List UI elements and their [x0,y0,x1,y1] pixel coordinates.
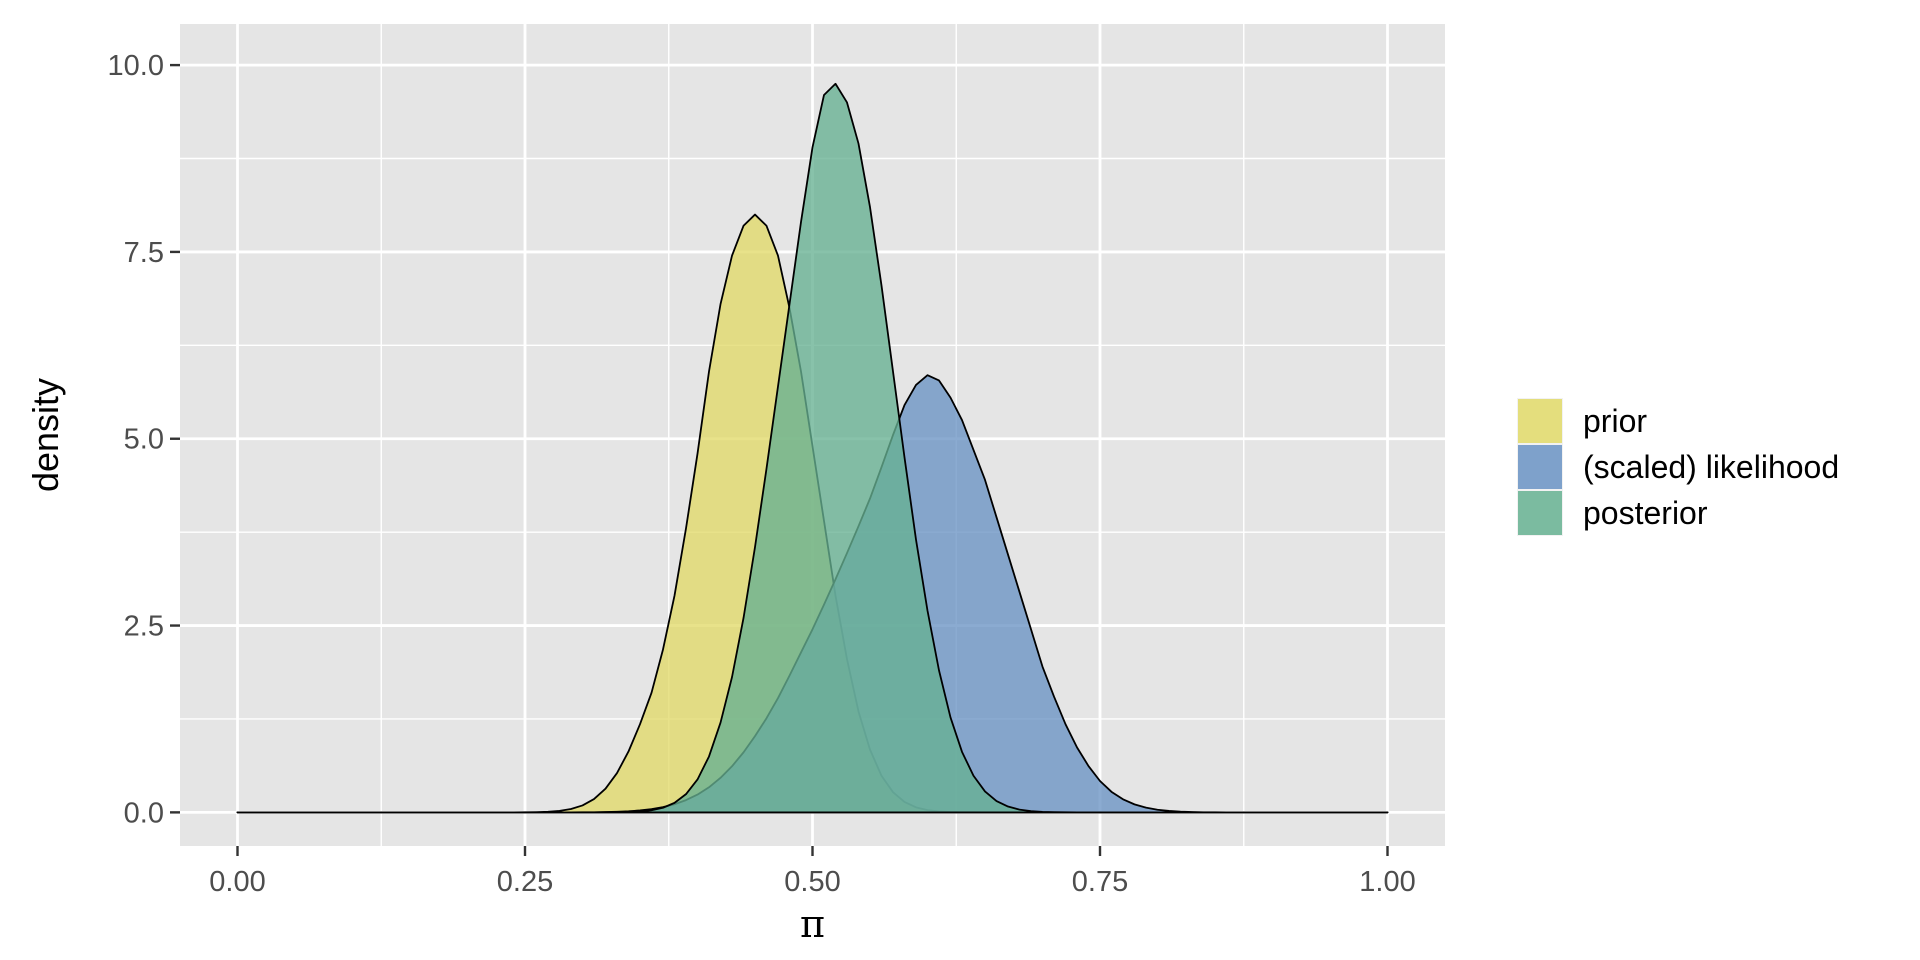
y-tick-label: 2.5 [124,611,164,643]
legend-label-prior: prior [1583,403,1647,439]
y-tick-label: 7.5 [124,237,164,269]
legend-key-posterior [1518,491,1562,535]
x-tick-label: 0.75 [1072,866,1128,898]
legend-label-scaled-likelihood: (scaled) likelihood [1583,449,1839,485]
y-tick-label: 10.0 [108,50,164,82]
area-posterior [236,82,1389,814]
x-tick-label: 0.00 [209,866,265,898]
x-axis: 0.00 0.25 0.50 0.75 1.00 [209,846,1416,898]
legend-key-scaled-likelihood [1518,445,1562,489]
y-tick-label: 5.0 [124,424,164,456]
x-tick-label: 1.00 [1359,866,1415,898]
y-tick-label: 0.0 [124,797,164,829]
legend: prior (scaled) likelihood posterior [1517,398,1839,536]
x-axis-title: π [800,902,825,946]
x-tick-label: 0.50 [784,866,840,898]
y-axis: 0.0 2.5 5.0 7.5 10.0 [108,50,180,829]
x-tick-label: 0.25 [497,866,553,898]
legend-key-prior [1518,399,1562,443]
density-areas [236,82,1389,814]
legend-label-posterior: posterior [1583,495,1708,531]
y-axis-title: density [25,378,66,492]
